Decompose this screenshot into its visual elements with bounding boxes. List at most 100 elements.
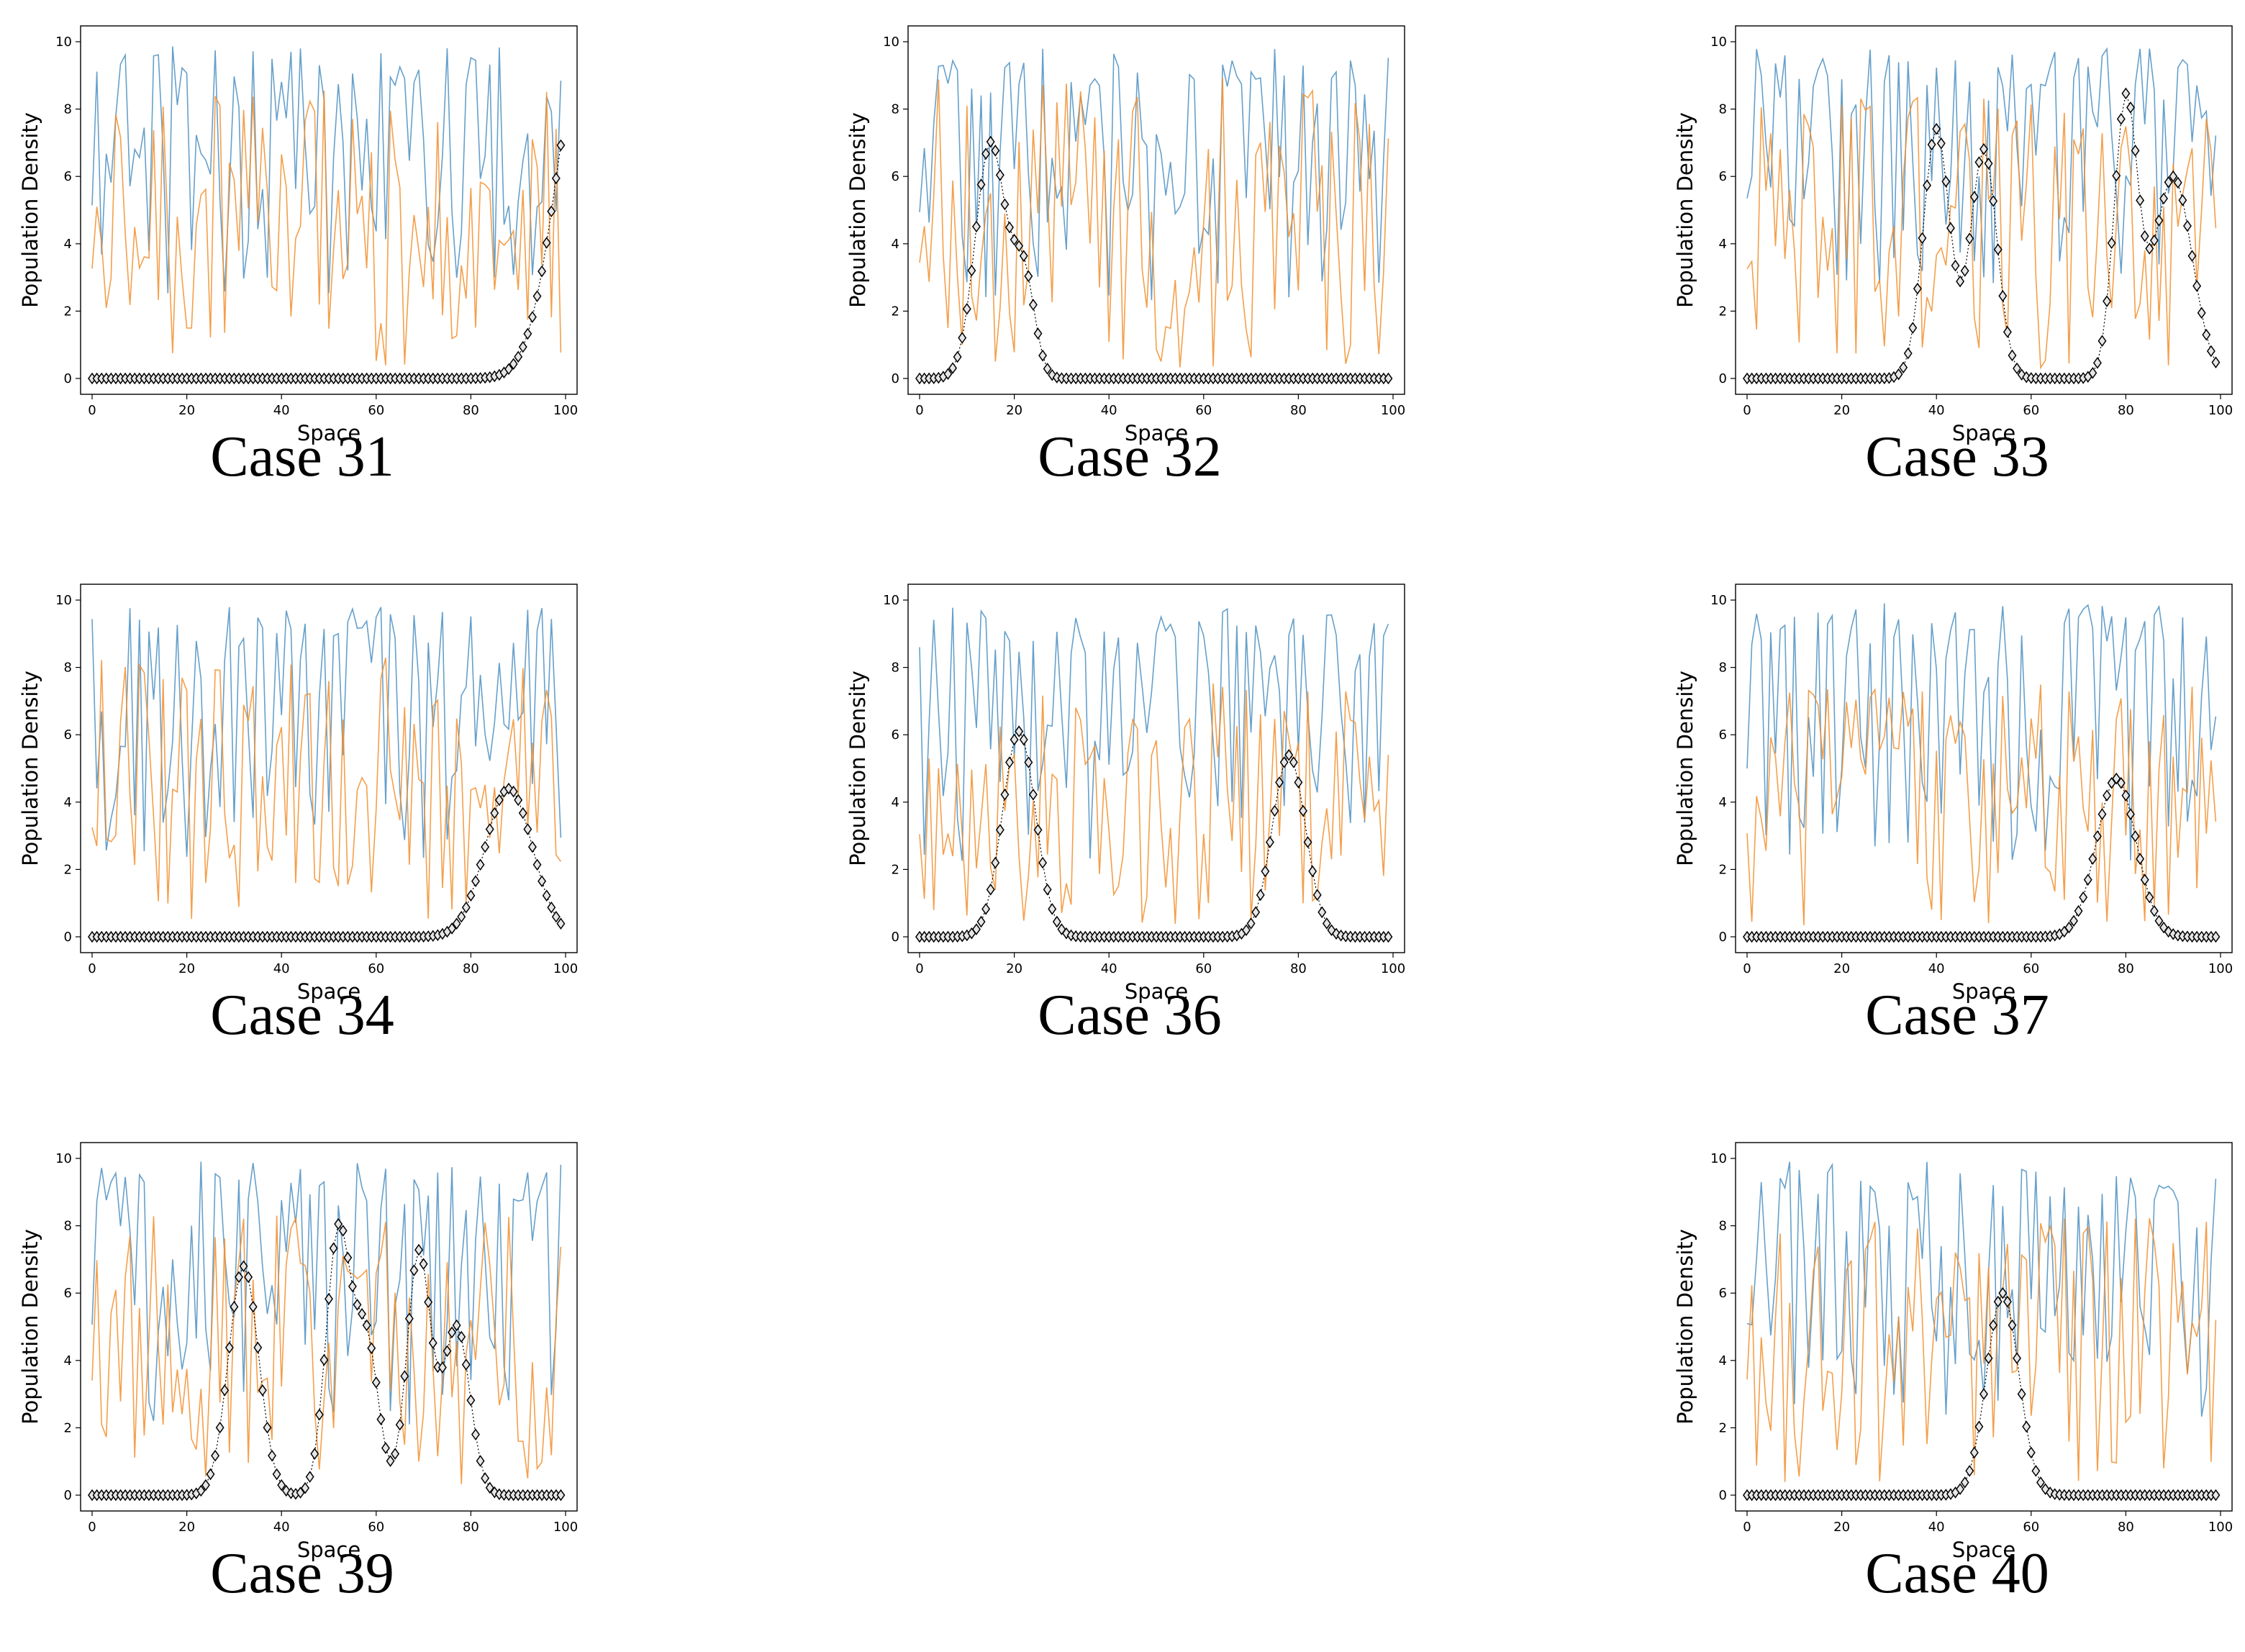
diamond-marker	[1048, 368, 1057, 381]
diamond-marker	[414, 1243, 423, 1256]
x-tick-label: 0	[915, 403, 923, 418]
chart-panel-case-34: 0 20 40 60 80 100 0 2 4 6 8 10 Space Population Densi…	[0, 558, 604, 1048]
diamond-marker	[542, 237, 551, 249]
diamond-marker	[1918, 232, 1927, 245]
diamond-marker	[206, 1468, 215, 1481]
chart-svg: 0 20 40 60 80 100 0 2 4 6 8 10 Space Population Densi…	[1673, 584, 2233, 1004]
diamond-marker	[371, 1376, 381, 1389]
x-tick-label: 100	[1381, 961, 1405, 976]
diamond-marker	[211, 1449, 220, 1462]
series-line-orange	[91, 1215, 562, 1484]
diamond-marker	[485, 1481, 494, 1494]
diamond-marker	[943, 368, 953, 381]
diamond-marker	[556, 139, 566, 152]
y-tick-label: 2	[64, 862, 72, 877]
diamond-marker	[2017, 1388, 2026, 1400]
x-tick-label: 20	[1006, 961, 1022, 976]
diamond-marker	[2088, 853, 2097, 865]
diamond-marker	[1899, 361, 1908, 374]
diamond-marker	[981, 148, 991, 160]
diamond-marker	[504, 363, 514, 376]
diamond-marker	[230, 1300, 239, 1313]
diamond-marker	[2149, 904, 2159, 917]
chart-svg: 0 20 40 60 80 100 0 2 4 6 8 10 Space Population Densi…	[1673, 25, 2233, 445]
y-tick-label: 0	[64, 1488, 72, 1503]
diamond-marker	[386, 1455, 395, 1467]
x-axis-label: Space	[297, 421, 360, 445]
x-axis-label: Space	[297, 979, 360, 1004]
diamond-marker	[220, 1384, 230, 1397]
x-tick-label: 40	[1101, 403, 1117, 418]
y-tick-label: 4	[1719, 1353, 1727, 1369]
y-tick-label: 0	[892, 371, 899, 386]
series-line-markers	[920, 140, 1389, 379]
diamond-marker	[2064, 921, 2074, 934]
diamond-marker	[1960, 265, 1969, 277]
diamond-marker	[2206, 345, 2215, 358]
y-tick-label: 2	[64, 304, 72, 319]
diamond-marker	[2149, 234, 2159, 247]
diamond-marker	[2074, 904, 2083, 917]
diamond-marker	[1384, 930, 1393, 943]
diamond-marker	[248, 1300, 258, 1313]
chart-svg: 0 20 40 60 80 100 0 2 4 6 8 10 Space Population Densi…	[18, 25, 578, 445]
diamond-marker	[532, 290, 542, 302]
diamond-marker	[314, 1408, 324, 1421]
diamond-marker	[1998, 290, 2008, 302]
diamond-marker	[2003, 326, 2012, 338]
x-tick-label: 20	[1833, 961, 1850, 976]
chart-panel-case-36: 0 20 40 60 80 100 0 2 4 6 8 10 Space Population Densi…	[827, 558, 1432, 1048]
diamond-marker	[381, 1442, 390, 1454]
diamond-marker	[1989, 1319, 1998, 1332]
diamond-marker	[1275, 776, 1284, 789]
diamond-marker	[476, 858, 485, 871]
diamond-marker	[476, 1455, 485, 1467]
diamond-marker	[1024, 270, 1033, 283]
case-caption: Case 37	[1865, 984, 2049, 1047]
y-tick-label: 6	[64, 169, 72, 184]
x-tick-label: 0	[1743, 961, 1751, 976]
diamond-marker	[343, 1251, 353, 1264]
x-tick-label: 20	[1006, 403, 1022, 418]
plot-frame	[1735, 584, 2233, 953]
y-tick-label: 0	[64, 371, 72, 386]
x-axis-label: Space	[1952, 421, 2015, 445]
diamond-marker	[2192, 280, 2202, 292]
plot-frame	[907, 25, 1405, 395]
diamond-marker	[1993, 1295, 2003, 1308]
diamond-marker	[2211, 356, 2221, 368]
x-tick-label: 80	[463, 961, 479, 976]
diamond-marker	[2159, 192, 2169, 205]
diamond-marker	[2112, 772, 2121, 785]
case-caption: Case 32	[1038, 425, 1222, 489]
diamond-marker	[1322, 917, 1331, 930]
y-tick-label: 8	[892, 661, 899, 676]
x-tick-label: 60	[2023, 1520, 2039, 1535]
diamond-marker	[1965, 232, 1974, 245]
diamond-marker	[2211, 1489, 2221, 1502]
diamond-marker	[1941, 176, 1951, 188]
y-tick-label: 6	[1719, 1286, 1727, 1301]
chart-svg: 0 20 40 60 80 100 0 2 4 6 8 10 Space Population Densi…	[18, 584, 578, 1004]
diamond-marker	[2036, 1476, 2045, 1489]
diamond-marker	[1005, 221, 1014, 234]
y-tick-label: 6	[892, 169, 899, 184]
x-tick-label: 20	[178, 1520, 195, 1535]
diamond-marker	[1956, 275, 1965, 288]
diamond-marker	[1903, 347, 1913, 360]
diamond-marker	[466, 1394, 476, 1407]
diamond-marker	[518, 340, 527, 353]
diamond-marker	[2008, 349, 2017, 362]
diamond-marker	[2116, 113, 2126, 125]
diamond-marker	[2003, 1295, 2012, 1308]
diamond-marker	[409, 1264, 419, 1276]
diamond-marker	[2103, 789, 2112, 802]
y-tick-label: 2	[64, 1420, 72, 1435]
diamond-marker	[395, 1418, 404, 1431]
case-caption: Case 40	[1865, 1542, 2049, 1605]
diamond-marker	[1251, 906, 1261, 919]
diamond-marker	[419, 1258, 428, 1270]
diamond-marker	[1261, 865, 1270, 878]
diamond-marker	[527, 840, 537, 853]
diamond-marker	[1024, 756, 1033, 768]
